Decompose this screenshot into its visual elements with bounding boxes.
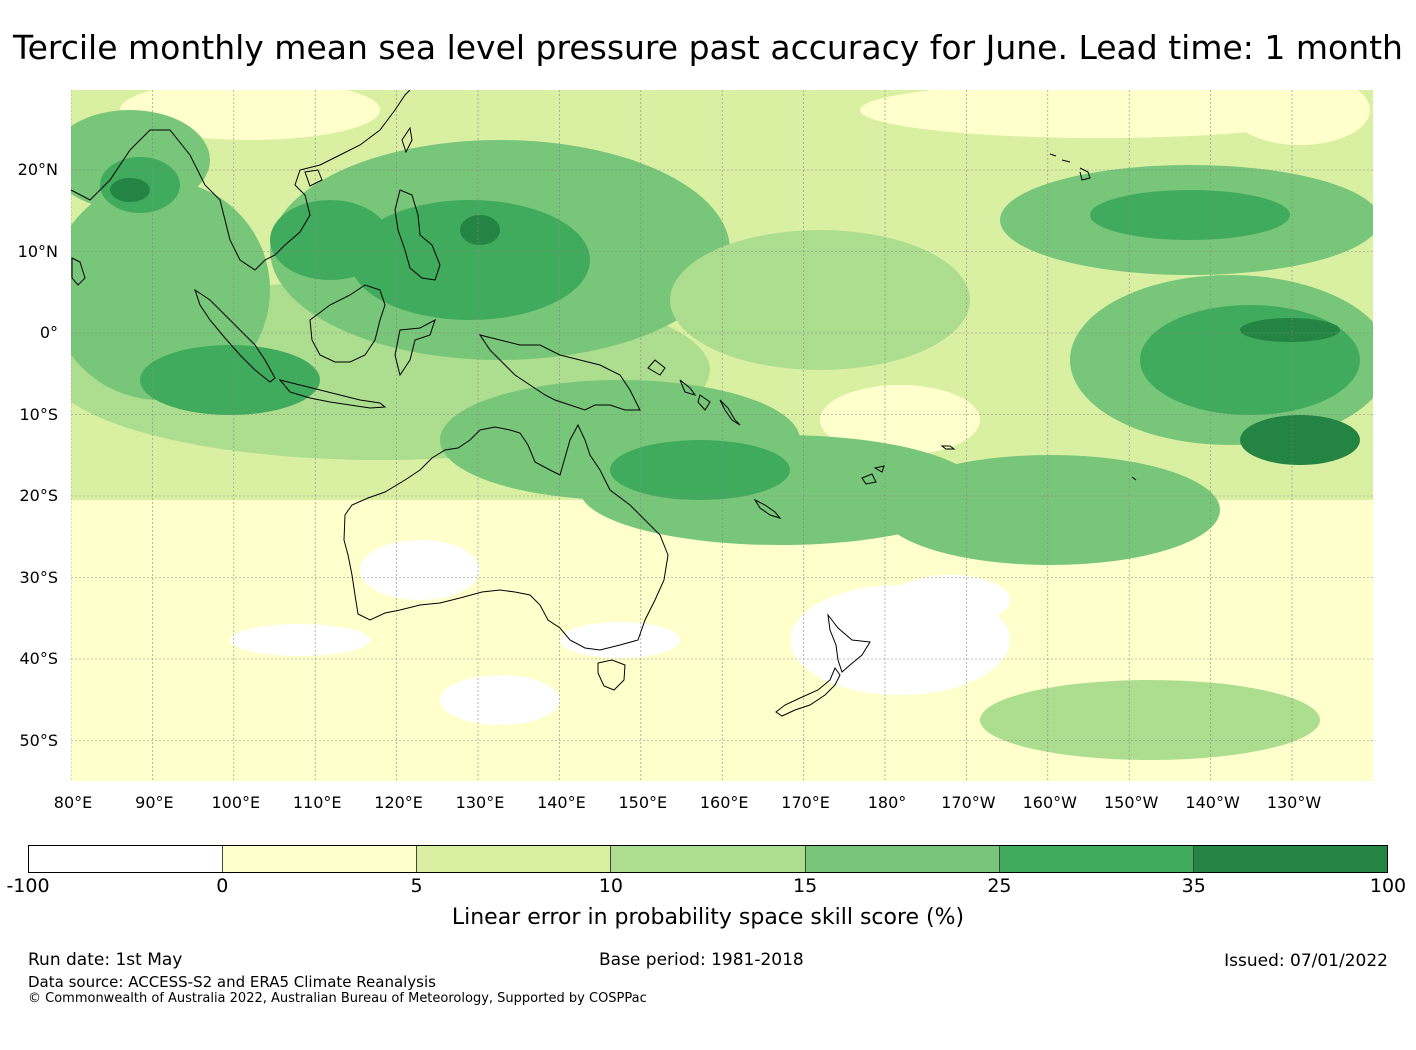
low-skill-australia [120,530,780,750]
longitude-label: 150°W [1104,793,1159,812]
very-high-skill-myanmar [110,178,150,202]
longitude-label: 160°W [1022,793,1077,812]
latitude-label: 40°S [19,649,58,668]
coastlines [71,90,1137,717]
colorbar-segment [611,846,806,872]
colorbar-tick-label: 10 [598,875,623,897]
negative-skill-indian-ocean [230,624,370,656]
tasmania-coast [597,659,626,691]
colorbar-tick-label: 5 [410,875,423,897]
latitude-label: 30°S [19,567,58,587]
negative-skill-southern-ocean [440,675,560,725]
latitude-label: 20°S [19,486,58,505]
base-period: Base period: 1981-2018 [599,950,804,970]
negative-skill-near-nz [890,575,1010,625]
longitude-label: 140°E [537,793,586,812]
very-high-skill-west-pacific [460,215,500,245]
data-source: Data source: ACCESS-S2 and ERA5 Climate … [28,973,436,991]
samoa-coast [940,445,956,450]
longitude-label: 150°E [618,793,668,812]
high-skill-java-sea [140,345,320,415]
colorbar-label: Linear error in probability space skill … [451,905,965,930]
sumatra-coast [194,288,276,383]
sulawesi-coast [394,318,436,377]
latitude-label: 0° [39,323,58,342]
very-high-skill-east [1240,318,1340,342]
vanuatu-coast [719,399,741,426]
colorbar-tick-label: 25 [987,875,1012,897]
new-zealand-south-coast [775,666,841,717]
tonga-coast [1131,476,1137,481]
longitude-label: 120°E [374,793,423,812]
longitude-label: 170°E [781,793,830,812]
colorbar-segment [223,846,418,872]
very-high-skill-south-east [1240,415,1360,465]
longitude-label: 130°E [455,793,505,812]
low-skill-north-east [860,90,1340,138]
java-coast [278,379,387,409]
latitude-label: 10°N [17,241,58,261]
longitude-label: 140°W [1185,793,1240,812]
mainland-asia-coast [71,90,411,271]
skill-field [71,90,1373,781]
longitude-label: 100°E [211,793,261,812]
colorbar-segment [1193,846,1387,872]
low-skill-central-pacific [820,385,980,455]
high-skill-north-pacific [1090,190,1290,240]
latitude-label: 20°N [17,160,58,179]
colorbar-tick-label: 0 [216,875,229,897]
high-skill-coral-sea [610,440,790,500]
map-title: Tercile monthly mean sea level pressure … [13,28,1403,67]
longitude-label: 110°E [292,793,342,812]
latitude-label: 50°S [19,730,58,750]
colorbar-segment [29,846,224,872]
skill-central-pacific [670,230,970,370]
map-area [71,90,1373,781]
copyright: © Commonwealth of Australia 2022, Austra… [28,991,647,1006]
negative-skill-s-australia [560,622,680,658]
longitude-label: 180° [867,793,907,812]
colorbar-segment [805,846,1000,872]
colorbar-tick-label: 15 [793,875,818,897]
issued-date: Issued: 07/01/2022 [1224,951,1388,971]
colorbar-tick-label: 100 [1369,875,1407,897]
low-skill-far-east [1265,570,1373,630]
philippines-coast [394,189,441,281]
taiwan-coast [401,126,413,154]
sri-lanka-coast [71,257,86,286]
fiji-coast [861,465,885,485]
colorbar [28,845,1388,873]
longitude-label: 130°W [1266,793,1322,812]
negative-skill-w-australia [360,540,480,600]
skill-indian-ocean [71,180,270,400]
latitude-label: 10°S [19,404,58,424]
solomon-islands-coast [647,359,711,411]
skill-belt-se-pacific [880,455,1220,565]
longitude-label: 90°E [135,793,174,812]
high-skill-eastern-pacific [1140,305,1360,415]
longitude-label: 170°W [941,793,996,812]
new-zealand-north-coast [827,613,871,673]
longitude-label: 160°E [699,793,749,812]
new-caledonia-coast [753,498,782,519]
moderate-skill-south-east [980,680,1320,760]
high-skill-south-china-sea [270,200,390,280]
gridlines [71,90,1373,781]
colorbar-segment [999,846,1194,872]
colorbar-tick-label: -100 [6,875,50,897]
hawaii-coast [1049,153,1091,181]
colorbar-segment [417,846,612,872]
new-guinea-coast [478,334,641,411]
run-date: Run date: 1st May [28,950,183,970]
longitude-label: 80°E [53,793,93,812]
hainan-coast [304,169,323,187]
australia-coast [343,423,669,651]
colorbar-tick-label: 35 [1181,875,1206,897]
borneo-coast [309,284,386,363]
low-skill-north-east-corner [1230,90,1370,145]
high-skill-philippine-sea [350,200,590,320]
